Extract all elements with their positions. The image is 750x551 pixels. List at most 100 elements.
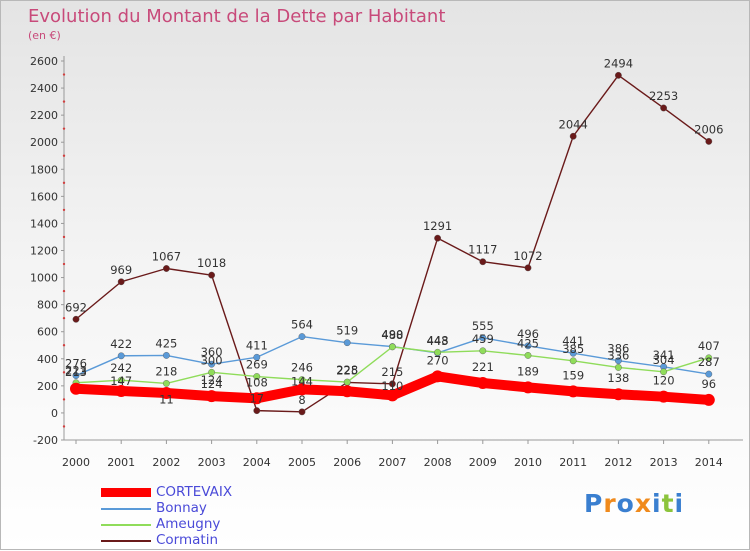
y-minor-dot xyxy=(62,398,66,401)
data-label-ameugny: 488 xyxy=(381,328,403,342)
data-label-ameugny: 218 xyxy=(155,364,177,378)
data-label-cortevaix: 108 xyxy=(246,375,268,389)
data-point-cormatin xyxy=(434,234,441,242)
data-label-bonnay: 287 xyxy=(698,355,720,369)
data-label-cormatin: 8 xyxy=(298,393,305,407)
x-tick-label: 2014 xyxy=(695,456,723,469)
data-label-ameugny: 459 xyxy=(472,332,494,346)
data-point-cormatin xyxy=(162,265,170,272)
data-point-cormatin xyxy=(615,71,622,79)
data-label-cortevaix: 120 xyxy=(653,374,675,388)
data-point-cortevaix xyxy=(250,392,263,405)
data-point-bonnay xyxy=(117,352,125,360)
data-label-bonnay: 490 xyxy=(381,328,403,342)
data-label-cormatin: 1067 xyxy=(152,250,181,264)
data-label-cormatin: 2253 xyxy=(649,89,678,103)
data-point-cormatin xyxy=(208,271,216,279)
data-point-cortevaix xyxy=(70,382,82,395)
data-label-ameugny: 407 xyxy=(698,339,720,353)
data-point-cormatin xyxy=(705,138,713,145)
data-point-cormatin xyxy=(479,258,487,266)
legend-label-cortevaix: CORTEVAIX xyxy=(156,484,233,500)
data-point-ameugny xyxy=(615,364,622,371)
data-label-cortevaix: 221 xyxy=(472,360,494,374)
data-point-bonnay xyxy=(253,353,261,361)
data-label-cormatin: 2044 xyxy=(559,117,588,131)
data-point-ameugny xyxy=(569,357,577,365)
y-minor-dot xyxy=(62,127,66,130)
y-minor-dot xyxy=(62,100,66,103)
y-minor-dot xyxy=(62,289,66,293)
chart-subtitle: (en €) xyxy=(28,29,61,42)
data-point-cormatin xyxy=(660,104,667,112)
data-point-bonnay xyxy=(72,372,80,379)
x-tick-label: 2007 xyxy=(378,456,406,469)
data-point-cormatin xyxy=(253,407,261,415)
data-point-cortevaix xyxy=(476,377,489,390)
data-label-cormatin: 1018 xyxy=(197,256,226,270)
data-label-overlap: 124 xyxy=(201,377,223,391)
data-point-cormatin xyxy=(569,132,577,140)
data-point-cortevaix xyxy=(341,385,354,398)
data-label-ameugny: 223 xyxy=(65,364,87,378)
data-point-cortevaix xyxy=(160,387,173,400)
x-tick-label: 2012 xyxy=(604,456,632,469)
y-tick-label: 1800 xyxy=(30,163,58,176)
y-tick-label: 400 xyxy=(37,353,58,366)
data-point-cortevaix xyxy=(296,383,308,396)
x-tick-label: 2011 xyxy=(559,456,587,469)
legend-swatch-cormatin xyxy=(101,540,151,542)
x-tick-label: 2010 xyxy=(514,456,542,469)
data-point-bonnay xyxy=(479,334,487,342)
data-label-bonnay: 276 xyxy=(65,357,87,371)
data-point-ameugny xyxy=(434,348,441,356)
data-point-cortevaix xyxy=(612,388,625,401)
data-label-bonnay: 386 xyxy=(607,342,629,356)
data-label-bonnay: 519 xyxy=(336,324,358,338)
x-tick-label: 2004 xyxy=(243,456,271,469)
data-label-ameugny: 385 xyxy=(562,342,584,356)
data-label-cortevaix: 270 xyxy=(427,353,449,367)
data-label-ameugny: 228 xyxy=(336,363,358,377)
logo-letter: x xyxy=(634,489,652,518)
data-point-ameugny xyxy=(208,368,216,376)
data-point-cormatin xyxy=(72,315,80,323)
data-label-cortevaix: 96 xyxy=(701,377,716,391)
data-label-cormatin: 2006 xyxy=(694,122,723,136)
data-label-cortevaix: 159 xyxy=(562,368,584,382)
data-point-ameugny xyxy=(660,368,667,376)
x-tick-label: 2006 xyxy=(333,456,361,469)
x-tick-label: 2009 xyxy=(469,456,497,469)
proxiti-logo: Proxiti xyxy=(584,489,684,518)
data-point-ameugny xyxy=(298,376,306,384)
data-point-ameugny xyxy=(705,354,713,362)
legend-swatch-cortevaix xyxy=(101,488,151,497)
data-point-bonnay xyxy=(705,370,713,378)
logo-letter: i xyxy=(674,489,685,518)
data-label-ameugny: 448 xyxy=(427,333,449,347)
data-label-ameugny: 336 xyxy=(607,348,629,362)
data-point-ameugny xyxy=(117,376,125,384)
y-minor-dot xyxy=(62,344,66,347)
y-tick-label: 1000 xyxy=(30,272,58,285)
data-label-bonnay: 411 xyxy=(246,338,268,352)
data-label-cormatin: 215 xyxy=(381,365,403,379)
data-label-ameugny: 246 xyxy=(291,361,313,375)
x-tick-label: 2000 xyxy=(62,456,90,469)
chart-title: Evolution du Montant de la Dette par Hab… xyxy=(28,6,446,27)
y-minor-dot xyxy=(62,208,66,212)
data-label-overlap: 213 xyxy=(65,365,87,379)
legend-swatch-bonnay xyxy=(101,508,151,510)
data-label-overlap: 147 xyxy=(110,374,132,388)
y-tick-label: 800 xyxy=(37,299,58,312)
data-label-cormatin: 969 xyxy=(110,263,132,277)
data-label-cormatin: 1291 xyxy=(423,219,452,233)
logo-letter: o xyxy=(616,489,635,518)
data-label-cortevaix: 124 xyxy=(201,373,223,387)
data-label-ameugny: 300 xyxy=(201,353,223,367)
logo-letter: t xyxy=(661,489,675,518)
y-tick-label: 1200 xyxy=(30,245,58,258)
data-label-ameugny: 269 xyxy=(246,358,268,372)
x-tick-label: 2001 xyxy=(107,456,135,469)
